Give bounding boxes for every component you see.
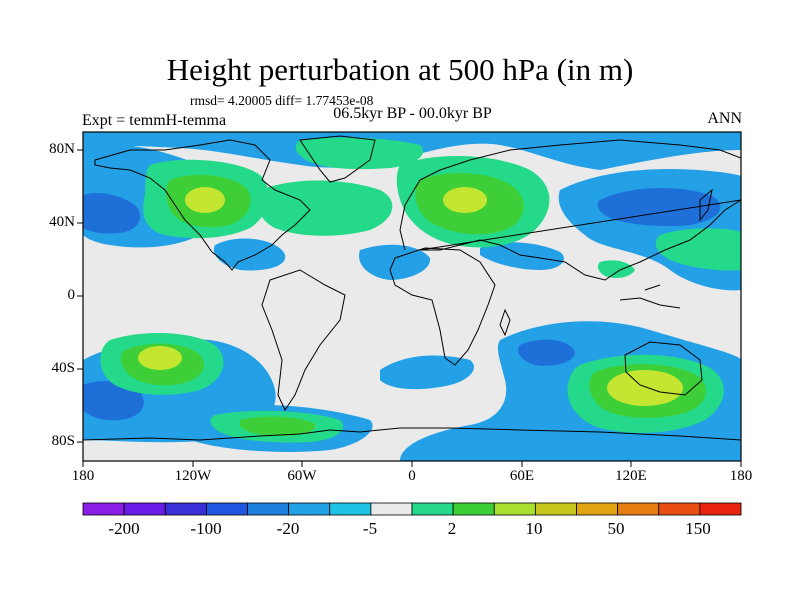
contour-green-greenland [295, 137, 424, 170]
lon-label-60w: 60W [287, 468, 317, 484]
colorbar-swatch [576, 502, 619, 516]
contour-lgreen-antarctic [240, 416, 316, 436]
lon-label-120w: 120W [174, 468, 212, 484]
lon-label-120e: 120E [615, 468, 647, 484]
map-field [83, 132, 741, 461]
contour-cyan-south-atlantic [380, 355, 474, 390]
contour-yellow-south-pacific [138, 346, 182, 370]
colorbar-swatch [699, 502, 742, 516]
axis-ticks [77, 149, 742, 467]
colorbar-label: -100 [190, 519, 222, 538]
contour-green-india [597, 260, 635, 278]
lon-label-180e: 180 [729, 468, 753, 484]
colorbar-label: -20 [276, 519, 300, 538]
colorbar-swatch [205, 502, 248, 516]
colorbar-swatch [164, 502, 207, 516]
contour-cyan-pacific-mid [213, 238, 286, 271]
contour-blue-asia [597, 188, 721, 227]
coast-africa [389, 247, 496, 366]
lat-label-80s: 80S [51, 433, 75, 449]
period-label: 06.5kyr BP - 00.0kyr BP [333, 105, 492, 122]
contour-yellow-southern-ocean [607, 370, 683, 406]
lat-label-0: 0 [67, 287, 76, 303]
colorbar-label: -200 [108, 519, 140, 538]
colorbar-label: 150 [685, 519, 711, 538]
contour-blue-north-pacific [83, 193, 141, 234]
contour-cyan-atlantic-eq [480, 242, 564, 270]
coast-north-america [94, 139, 311, 271]
lat-label-40n: 40N [49, 214, 75, 230]
contour-blue-indian-ocean [518, 339, 575, 366]
coast-japan [699, 188, 713, 222]
colorbar-swatch [493, 502, 536, 516]
lat-label-40s: 40S [51, 360, 75, 376]
contour-green-north-atlantic [256, 180, 393, 236]
colorbar-swatch [658, 502, 701, 516]
coast-madagascar [499, 308, 511, 337]
lon-label-60e: 60E [509, 468, 535, 484]
coast-south-america [261, 269, 346, 412]
colorbar-swatch [123, 502, 166, 516]
colorbar-swatch [288, 502, 331, 516]
plot-title: Height perturbation at 500 hPa (in m) [166, 52, 634, 87]
colorbar-swatch [247, 502, 290, 516]
coast-greenland [299, 135, 376, 183]
coast-australia [624, 341, 703, 396]
experiment-label: Expt = temmH-temma [82, 112, 227, 129]
colorbar-swatch [534, 502, 577, 516]
stats-label: rmsd= 4.20005 diff= 1.77453e-08 [190, 93, 374, 108]
lon-label-0: 0 [408, 468, 416, 484]
contour-green-pacific-east [655, 228, 741, 271]
colorbar-label: -5 [362, 519, 378, 538]
colorbar-swatch [329, 502, 372, 516]
colorbar [82, 502, 742, 516]
colorbar-swatch [82, 502, 125, 516]
contour-cyan-africa [359, 244, 431, 280]
contour-yellow-europe [443, 187, 487, 213]
contour-blue-south-pacific [83, 380, 144, 421]
coast-indonesia [619, 284, 681, 309]
colorbar-swatch [411, 502, 454, 516]
colorbar-label: 2 [447, 519, 457, 538]
lon-label-180w: 180 [71, 468, 95, 484]
colorbar-label: 50 [607, 519, 625, 538]
colorbar-swatch [370, 502, 413, 516]
colorbar-swatch [617, 502, 660, 516]
colorbar-label: 10 [525, 519, 543, 538]
season-label: ANN [707, 110, 742, 127]
lat-label-80n: 80N [49, 141, 75, 157]
coast-antarctica [83, 427, 741, 441]
coastlines [83, 135, 741, 441]
contour-yellow-north-america [185, 187, 225, 213]
colorbar-swatch [452, 502, 495, 516]
coast-europe-asia [399, 139, 741, 281]
